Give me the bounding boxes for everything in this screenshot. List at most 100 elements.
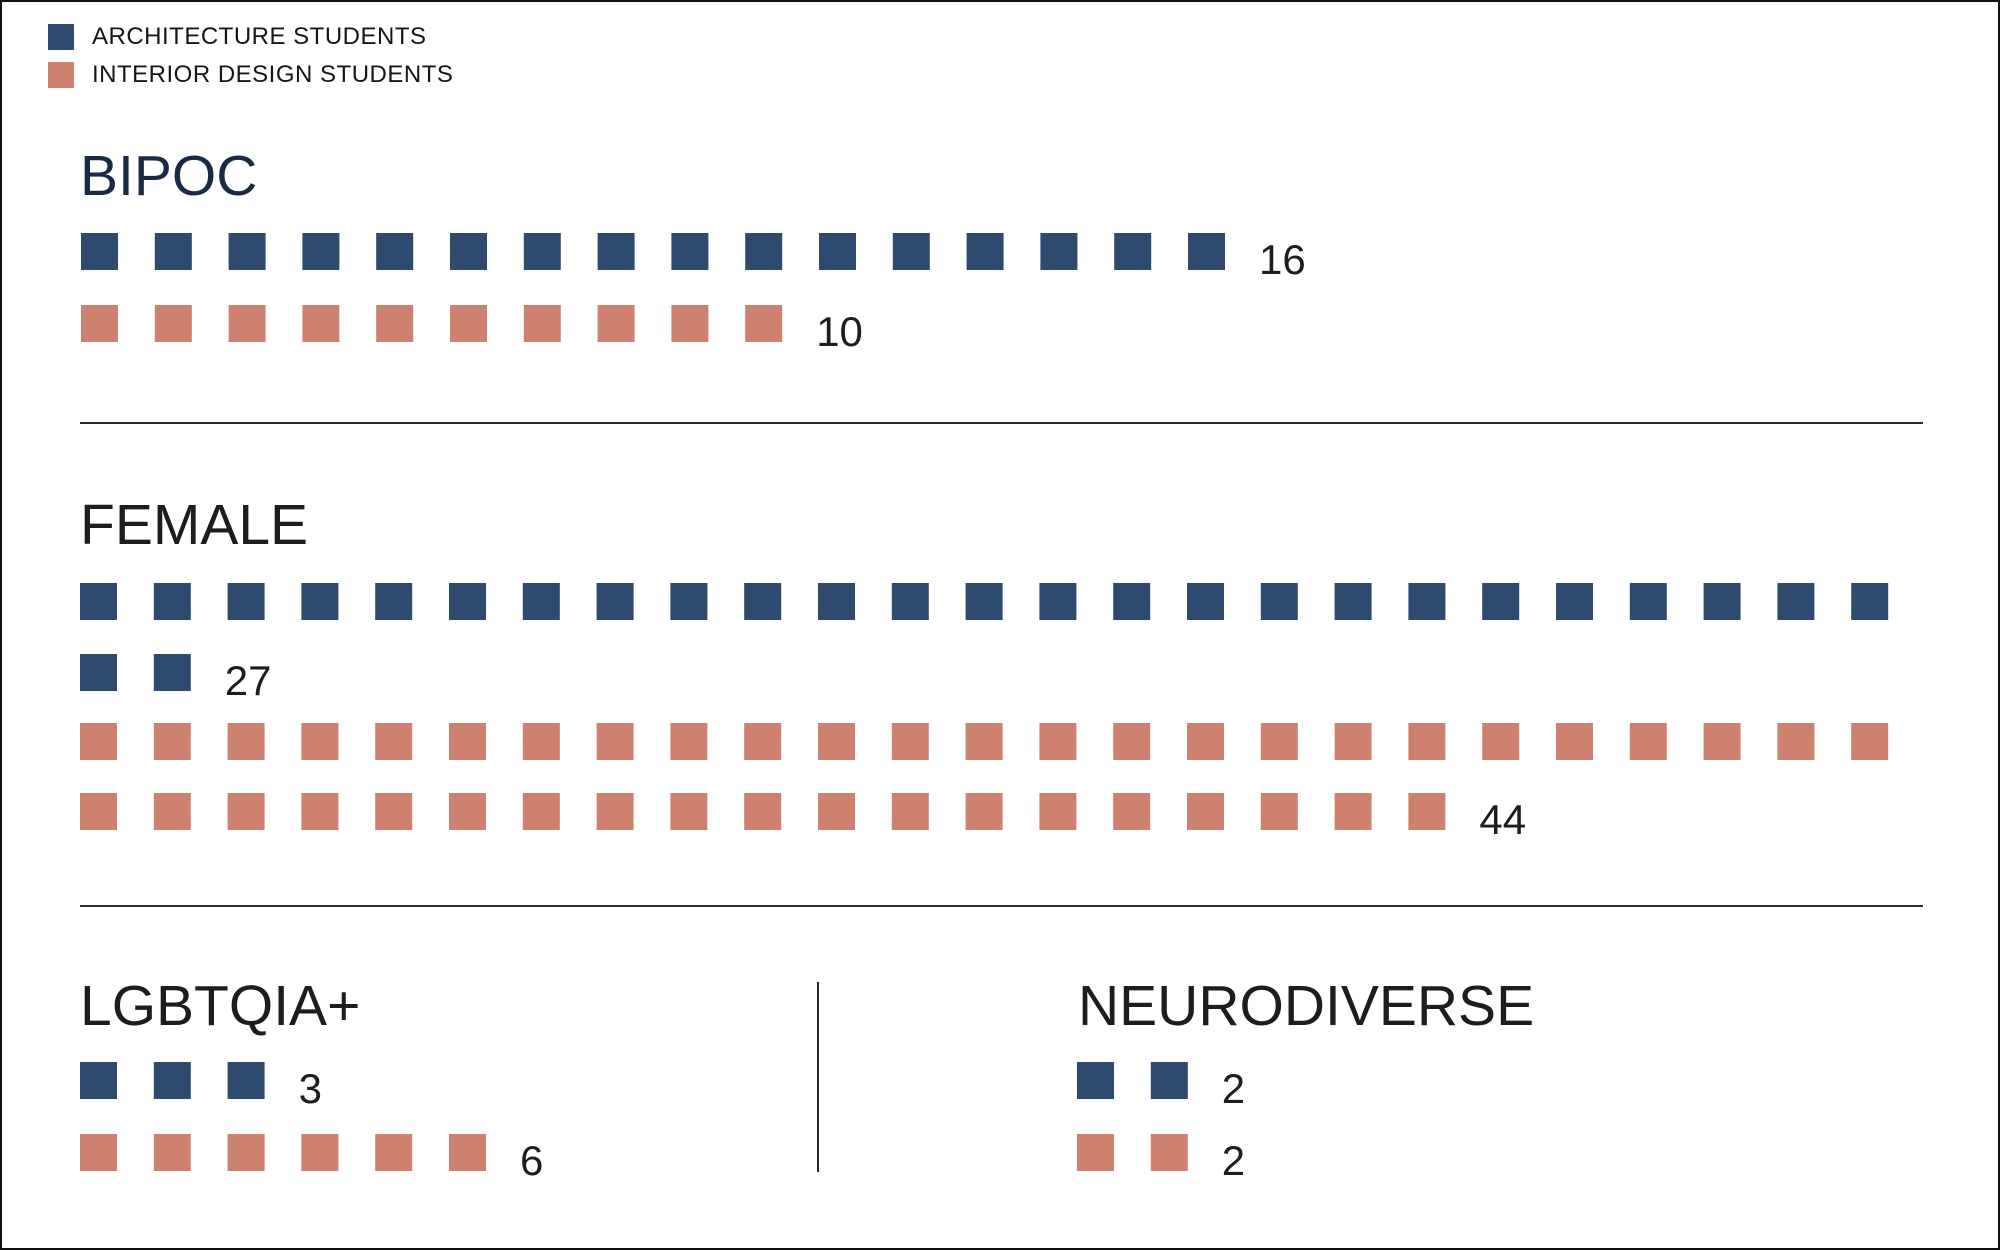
unit-female-interior-design-35 xyxy=(744,793,782,830)
legend-item-architecture: ARCHITECTURE STUDENTS xyxy=(48,18,453,56)
unit-female-architecture-3 xyxy=(227,583,265,620)
unit-female-interior-design-29 xyxy=(301,793,339,830)
unit-neurodiverse-architecture-2 xyxy=(1150,1062,1188,1099)
unit-female-interior-design-38 xyxy=(965,793,1003,830)
legend-item-interior-design: INTERIOR DESIGN STUDENTS xyxy=(48,56,453,94)
unit-bipoc-architecture-14 xyxy=(1040,233,1078,270)
unit-female-architecture-1 xyxy=(80,583,117,620)
unit-female-architecture-27 xyxy=(153,654,191,691)
unit-female-interior-design-34 xyxy=(670,793,708,830)
unit-female-interior-design-11 xyxy=(818,723,855,760)
legend-label-architecture: ARCHITECTURE STUDENTS xyxy=(92,23,427,50)
unit-bipoc-architecture-12 xyxy=(892,233,930,270)
unit-female-interior-design-42 xyxy=(1260,793,1298,830)
unit-bipoc-architecture-6 xyxy=(450,233,487,270)
unit-female-interior-design-25 xyxy=(1851,723,1889,760)
panel-title-bipoc: BIPOC xyxy=(80,144,258,208)
unit-bipoc-architecture-1 xyxy=(81,233,118,270)
unit-lgbtqia-interior-design-4 xyxy=(301,1134,339,1171)
unit-female-interior-design-3 xyxy=(227,723,265,760)
unit-female-interior-design-10 xyxy=(744,723,782,760)
unit-female-interior-design-33 xyxy=(596,793,634,830)
unit-bipoc-architecture-13 xyxy=(966,233,1004,270)
unit-female-interior-design-30 xyxy=(375,793,413,830)
unit-neurodiverse-interior-design-2 xyxy=(1150,1134,1188,1171)
unit-bipoc-interior-design-10 xyxy=(745,305,783,342)
unit-female-architecture-15 xyxy=(1113,583,1151,620)
legend-swatch-interior-design xyxy=(48,62,74,88)
unit-female-architecture-26 xyxy=(80,654,117,691)
unit-female-architecture-5 xyxy=(375,583,413,620)
unit-female-architecture-17 xyxy=(1260,583,1298,620)
unit-female-architecture-6 xyxy=(449,583,486,620)
unit-lgbtqia-interior-design-1 xyxy=(80,1134,117,1171)
unit-female-interior-design-6 xyxy=(449,723,486,760)
unit-lgbtqia-interior-design-3 xyxy=(227,1134,265,1171)
unit-bipoc-architecture-5 xyxy=(376,233,414,270)
unit-lgbtqia-architecture-3 xyxy=(227,1062,265,1099)
unit-female-architecture-9 xyxy=(670,583,708,620)
unit-female-architecture-14 xyxy=(1039,583,1077,620)
unit-female-interior-design-23 xyxy=(1703,723,1741,760)
unit-female-interior-design-44 xyxy=(1408,793,1446,830)
unit-female-interior-design-36 xyxy=(818,793,855,830)
unit-female-architecture-24 xyxy=(1777,583,1815,620)
unit-female-interior-design-41 xyxy=(1187,793,1224,830)
unit-bipoc-architecture-3 xyxy=(228,233,266,270)
unit-female-interior-design-14 xyxy=(1039,723,1077,760)
value-label-neurodiverse-architecture: 2 xyxy=(1222,1065,1245,1112)
unit-female-architecture-18 xyxy=(1334,583,1372,620)
unit-female-architecture-23 xyxy=(1703,583,1741,620)
unit-female-architecture-25 xyxy=(1851,583,1889,620)
unit-bipoc-architecture-16 xyxy=(1188,233,1225,270)
unit-female-interior-design-22 xyxy=(1629,723,1667,760)
unit-female-architecture-8 xyxy=(596,583,634,620)
unit-female-interior-design-15 xyxy=(1113,723,1151,760)
unit-bipoc-interior-design-5 xyxy=(376,305,414,342)
unit-female-interior-design-20 xyxy=(1482,723,1520,760)
unit-bipoc-interior-design-3 xyxy=(228,305,266,342)
unit-female-interior-design-1 xyxy=(80,723,117,760)
value-label-lgbtqia-interior-design: 6 xyxy=(520,1137,543,1184)
unit-female-architecture-10 xyxy=(744,583,782,620)
unit-female-interior-design-2 xyxy=(153,723,191,760)
unit-neurodiverse-interior-design-1 xyxy=(1077,1134,1114,1171)
unit-bipoc-architecture-15 xyxy=(1114,233,1152,270)
unit-bipoc-interior-design-2 xyxy=(154,305,192,342)
value-label-female-interior-design: 44 xyxy=(1479,796,1526,843)
panel-title-female: FEMALE xyxy=(80,493,309,557)
unit-female-interior-design-9 xyxy=(670,723,708,760)
unit-female-interior-design-32 xyxy=(522,793,560,830)
unit-female-architecture-11 xyxy=(818,583,855,620)
unit-female-architecture-12 xyxy=(891,583,929,620)
divider-vertical-lower xyxy=(817,982,819,1172)
unit-female-architecture-22 xyxy=(1629,583,1667,620)
unit-female-interior-design-18 xyxy=(1334,723,1372,760)
unit-female-interior-design-24 xyxy=(1777,723,1815,760)
unit-bipoc-architecture-9 xyxy=(671,233,709,270)
unit-bipoc-interior-design-9 xyxy=(671,305,709,342)
unit-female-interior-design-31 xyxy=(449,793,486,830)
divider-female-lower xyxy=(80,905,1923,907)
legend-label-interior-design: INTERIOR DESIGN STUDENTS xyxy=(92,61,454,88)
unit-female-interior-design-7 xyxy=(522,723,560,760)
unit-bipoc-interior-design-1 xyxy=(81,305,118,342)
legend-swatch-architecture xyxy=(48,24,74,50)
panel-title-lgbtqia: LGBTQIA+ xyxy=(80,974,361,1038)
panel-title-neurodiverse: NEURODIVERSE xyxy=(1078,974,1535,1038)
unit-female-interior-design-21 xyxy=(1556,723,1593,760)
unit-lgbtqia-interior-design-6 xyxy=(449,1134,486,1171)
unit-female-architecture-4 xyxy=(301,583,339,620)
unit-lgbtqia-architecture-1 xyxy=(80,1062,117,1099)
unit-female-interior-design-19 xyxy=(1408,723,1446,760)
unit-neurodiverse-architecture-1 xyxy=(1077,1062,1114,1099)
unit-bipoc-interior-design-8 xyxy=(597,305,635,342)
legend: ARCHITECTURE STUDENTS INTERIOR DESIGN ST… xyxy=(48,18,453,94)
unit-bipoc-interior-design-4 xyxy=(302,305,340,342)
unit-bipoc-architecture-4 xyxy=(302,233,340,270)
unit-bipoc-architecture-10 xyxy=(745,233,783,270)
unit-lgbtqia-interior-design-5 xyxy=(375,1134,413,1171)
unit-female-architecture-21 xyxy=(1556,583,1593,620)
unit-female-interior-design-40 xyxy=(1113,793,1151,830)
